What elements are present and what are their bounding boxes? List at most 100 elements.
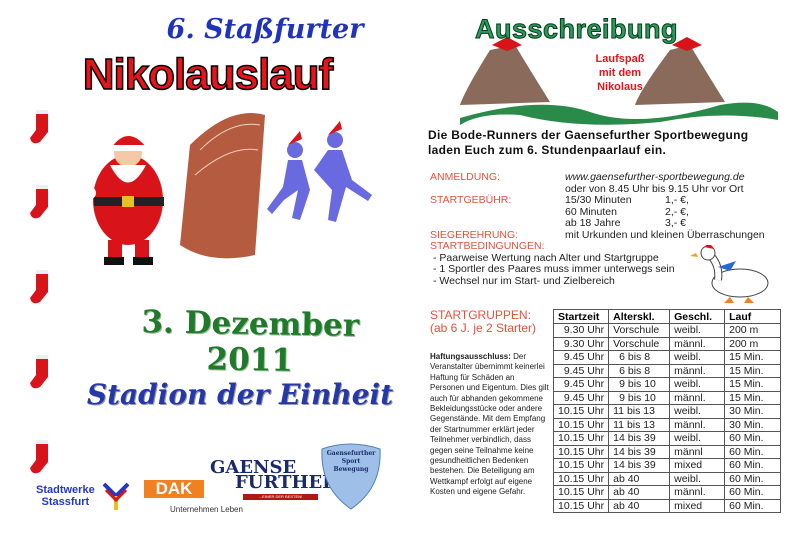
table-cell: 9.30 Uhr <box>552 336 610 351</box>
fee-category: 15/30 Minuten <box>565 194 632 206</box>
sponsor-gaensefurther-tagline: ...EINER DER BESTEN! <box>243 494 318 500</box>
running-track-image <box>180 113 265 259</box>
table-cell: 9.45 Uhr <box>552 377 610 392</box>
table-cell: 9 bis 10 <box>608 377 671 392</box>
table-cell: weibl. <box>669 350 726 365</box>
haftung-title: Haftungsausschluss: <box>430 352 511 361</box>
table-cell: ab 40 <box>608 485 671 500</box>
table-cell: 6 bis 8 <box>608 350 671 365</box>
table-cell: männl. <box>669 417 726 432</box>
anmeldung-label: ANMELDUNG: <box>430 171 501 183</box>
table-cell: 30 Min. <box>724 404 782 419</box>
stocking-icon <box>30 270 48 304</box>
table-cell: 60 Min. <box>724 444 782 459</box>
goose-mascot-icon <box>690 245 769 303</box>
info-block: ANMELDUNG: www.gaensefurther-sportbewegun… <box>430 171 800 287</box>
table-cell: weibl. <box>669 471 726 486</box>
website-link[interactable]: www.gaensefurther-sportbewegung.de <box>565 171 745 183</box>
table-cell: 9.45 Uhr <box>552 390 610 405</box>
column-header: Geschl. <box>669 309 726 324</box>
table-cell: weibl. <box>669 404 726 419</box>
table-cell: ab 40 <box>608 471 671 486</box>
column-header: Startzeit <box>552 309 610 324</box>
column-header: Alterskl. <box>608 309 671 324</box>
sport-bewegung-shield-icon <box>321 443 381 510</box>
startgruppen-label: STARTGRUPPEN: <box>430 308 531 322</box>
fee-amount: 1,- €, <box>665 194 689 206</box>
intro-line: laden Euch zum 6. Stundenpaarlauf ein. <box>428 143 667 157</box>
table-cell: 10.15 Uhr <box>552 498 610 513</box>
table-cell: 30 Min. <box>724 417 782 432</box>
fee-amount: 3,- € <box>665 217 687 229</box>
table-cell: 60 Min. <box>724 431 782 446</box>
table-row: 10.15 Uhr ab 40 männl. 60 Min. <box>552 485 782 500</box>
santa-icon <box>84 136 176 265</box>
table-cell: 15 Min. <box>724 390 782 405</box>
tagline-line: mit dem <box>598 67 642 79</box>
table-row: 9.30 Uhr Vorschule weibl. 200 m <box>552 323 782 338</box>
table-cell: 200 m <box>724 323 782 338</box>
table-cell: 60 Min. <box>724 471 782 486</box>
table-row: 9.45 Uhr 9 bis 10 weibl. 15 Min. <box>552 377 782 392</box>
sponsor-line: FURTHER <box>235 472 338 493</box>
sponsor-line: Stadtwerke <box>36 484 95 496</box>
table-cell: 60 Min. <box>724 458 782 473</box>
table-cell: ab 40 <box>608 498 671 513</box>
fee-amount: 2,- €, <box>665 205 689 218</box>
table-cell: Vorschule <box>608 323 671 338</box>
siegerehrung-label: SIEGEREHRUNG: <box>430 228 519 241</box>
event-venue: Stadion der Einheit <box>86 378 394 411</box>
stocking-icon <box>30 355 48 389</box>
table-row: 10.15 Uhr 14 bis 39 männl 60 Min. <box>552 444 782 459</box>
sponsor-dak-tagline: Unternehmen Leben <box>170 505 243 514</box>
fee-category: ab 18 Jahre <box>565 217 621 229</box>
table-cell: mixed <box>669 458 726 473</box>
santa-runners-illustration <box>84 113 372 265</box>
table-cell: 15 Min. <box>724 377 782 392</box>
table-cell: 9.30 Uhr <box>552 323 610 338</box>
startgebuehr-label: STARTGEBÜHR: <box>430 194 512 206</box>
table-cell: 15 Min. <box>724 350 782 365</box>
table-cell: 14 bis 39 <box>608 431 671 446</box>
table-cell: weibl. <box>669 323 726 338</box>
table-cell: männl. <box>669 390 726 405</box>
header-banner-image <box>460 37 778 125</box>
fee-category: 60 Minuten <box>565 205 617 218</box>
startgruppen: STARTGRUPPEN: (ab 6 J. je 2 Starter) <box>430 309 536 335</box>
subtitle: 6. Staßfurter <box>166 14 364 45</box>
sponsor-line: Stassfurt <box>41 496 90 508</box>
sponsor-stadtwerke: Stadtwerke Stassfurt <box>36 484 95 508</box>
table-row: 10.15 Uhr ab 40 weibl. 60 Min. <box>552 471 782 486</box>
table-cell: 10.15 Uhr <box>552 471 610 486</box>
startbedingungen-label: STARTBEDINGUNGEN: <box>430 240 545 252</box>
header-tagline: Laufspaß mit dem Nikolaus <box>560 52 680 94</box>
haftung-text: Haftungsausschluss: Der Veranstalter übe… <box>430 352 550 498</box>
sponsor-line: Bewegung <box>333 466 369 473</box>
stocking-icon <box>30 110 48 144</box>
table-cell: 14 bis 39 <box>608 444 671 459</box>
table-row: 9.30 Uhr Vorschule männl. 200 m <box>552 336 782 351</box>
table-cell: 10.15 Uhr <box>552 458 610 473</box>
table-row: 9.45 Uhr 9 bis 10 männl. 15 Min. <box>552 390 782 405</box>
table-cell: 11 bis 13 <box>608 404 671 419</box>
table-cell: männl. <box>669 336 726 351</box>
table-cell: 10.15 Uhr <box>552 417 610 432</box>
condition-item: - Wechsel nur im Start- und Zielbereich <box>433 274 615 287</box>
table-cell: 11 bis 13 <box>608 417 671 432</box>
haftung-body: Der Veranstalter übernimmt keinerlei Haf… <box>430 352 549 497</box>
sponsor-dak-logo: DAK <box>144 480 204 498</box>
intro-text: Die Bode-Runners der Gaensefurther Sport… <box>428 128 748 158</box>
sponsor-gaensefurther: GAENSE FURTHER <box>210 459 338 493</box>
table-cell: 10.15 Uhr <box>552 431 610 446</box>
table-row: 10.15 Uhr 14 bis 39 mixed 60 Min. <box>552 458 782 473</box>
siegerehrung-text: mit Urkunden und kleinen Überraschungen <box>565 228 765 241</box>
table-row: 10.15 Uhr 14 bis 39 weibl. 60 Min. <box>552 431 782 446</box>
header-title: Ausschreibung <box>474 14 679 45</box>
condition-item: - Paarweise Wertung nach Alter und Start… <box>433 251 659 264</box>
runners-icon <box>267 121 372 222</box>
sponsor-line: Sport <box>341 458 361 465</box>
table-row: 10.15 Uhr 11 bis 13 männl. 30 Min. <box>552 417 782 432</box>
stocking-icon <box>30 440 48 474</box>
table-cell: mixed <box>669 498 726 513</box>
startgruppen-note: (ab 6 J. je 2 Starter) <box>430 321 537 335</box>
